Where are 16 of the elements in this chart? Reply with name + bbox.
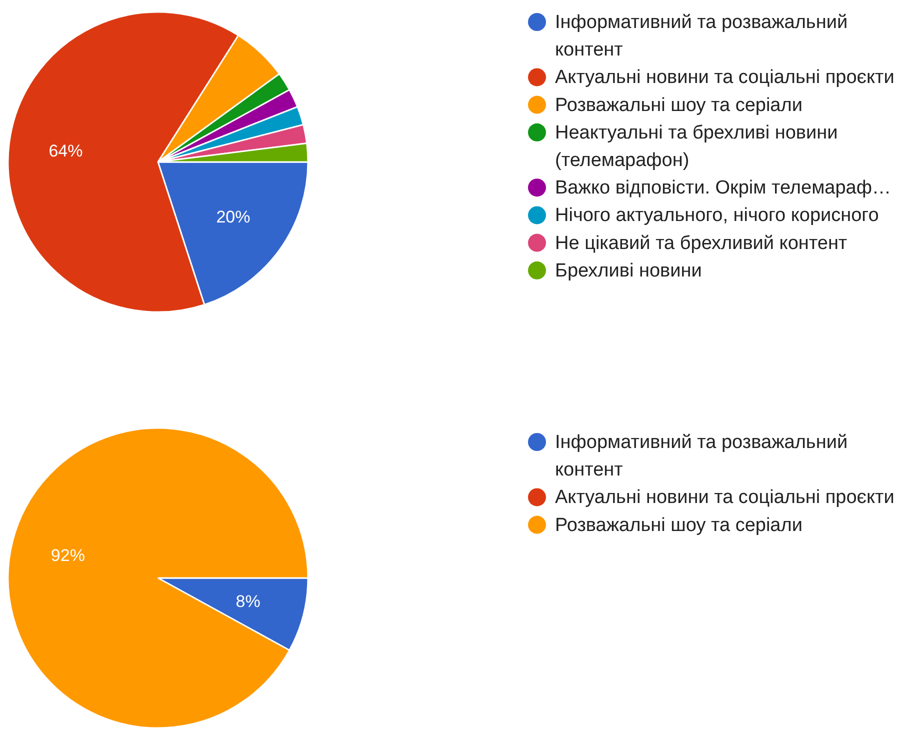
legend-label: Важко відповісти. Окрім телемараф…	[555, 178, 891, 199]
data-label: 8%	[236, 592, 260, 612]
legend-label: Інформативний та розважальний контент	[555, 12, 848, 61]
legend-label: Розважальні шоу та серіали	[555, 94, 802, 116]
data-label: 64%	[48, 141, 83, 160]
pie-slice	[8, 428, 309, 728]
data-label: 92%	[50, 546, 85, 565]
legend-label: Не цікавий та брехливий контент	[555, 232, 848, 254]
data-label: 20%	[216, 208, 250, 227]
legend-label: Нічого актуального, нічого корисного	[555, 205, 879, 226]
legend-label: Розважальні шоу та серіали	[555, 514, 802, 536]
legend-label: Актуальні новини та соціальні проєкти	[555, 67, 894, 88]
legend-label: Неактуальні та брехливі новини (телемарафон)	[555, 122, 838, 171]
legend-label: Інформативний та розважальний контент	[555, 432, 848, 481]
legend-label: Брехливі новини	[555, 260, 702, 282]
legend-label: Актуальні новини та соціальні проєкти	[555, 487, 894, 508]
